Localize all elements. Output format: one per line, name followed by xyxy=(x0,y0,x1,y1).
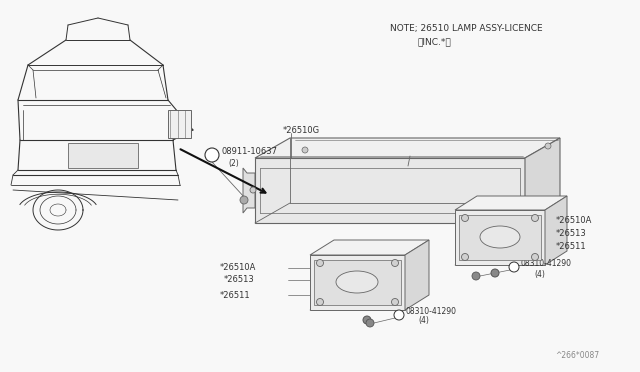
Circle shape xyxy=(205,148,219,162)
Polygon shape xyxy=(525,138,560,223)
Text: (4): (4) xyxy=(534,269,545,279)
Text: (4): (4) xyxy=(418,317,429,326)
Text: S: S xyxy=(397,312,401,317)
Circle shape xyxy=(302,147,308,153)
Text: *26511: *26511 xyxy=(220,291,251,299)
Text: N: N xyxy=(212,151,218,160)
Circle shape xyxy=(461,253,468,260)
Polygon shape xyxy=(455,210,545,265)
Text: (2): (2) xyxy=(228,158,239,167)
Text: *26513: *26513 xyxy=(556,228,587,237)
Polygon shape xyxy=(168,110,191,138)
Circle shape xyxy=(531,215,538,221)
Polygon shape xyxy=(314,260,401,305)
Circle shape xyxy=(366,319,374,327)
Circle shape xyxy=(491,269,499,277)
Text: （INC.*）: （INC.*） xyxy=(418,38,452,46)
Circle shape xyxy=(363,316,371,324)
Circle shape xyxy=(509,262,519,272)
Circle shape xyxy=(317,260,323,266)
Polygon shape xyxy=(255,138,560,158)
Polygon shape xyxy=(459,215,541,260)
Text: 08911-10637: 08911-10637 xyxy=(222,147,278,155)
Polygon shape xyxy=(545,196,567,265)
Polygon shape xyxy=(405,240,429,310)
Text: *26510A: *26510A xyxy=(556,215,593,224)
Text: *26510G: *26510G xyxy=(283,125,320,135)
Ellipse shape xyxy=(336,271,378,293)
Circle shape xyxy=(392,260,399,266)
Text: *26511: *26511 xyxy=(556,241,587,250)
Ellipse shape xyxy=(480,226,520,248)
Text: ^266*0087: ^266*0087 xyxy=(555,352,599,360)
Polygon shape xyxy=(243,168,255,213)
Circle shape xyxy=(472,272,480,280)
Circle shape xyxy=(531,253,538,260)
Text: 08310-41290: 08310-41290 xyxy=(406,307,457,315)
Text: NOTE; 26510 LAMP ASSY-LICENCE: NOTE; 26510 LAMP ASSY-LICENCE xyxy=(390,23,543,32)
Text: 08310-41290: 08310-41290 xyxy=(521,259,572,267)
Text: *26510A: *26510A xyxy=(220,263,257,273)
Circle shape xyxy=(461,215,468,221)
Polygon shape xyxy=(310,255,405,310)
Circle shape xyxy=(317,298,323,305)
Polygon shape xyxy=(310,240,429,255)
Circle shape xyxy=(392,298,399,305)
Circle shape xyxy=(394,310,404,320)
Text: S: S xyxy=(512,264,516,269)
Circle shape xyxy=(240,196,248,204)
Circle shape xyxy=(545,143,551,149)
Polygon shape xyxy=(255,158,525,223)
Polygon shape xyxy=(68,143,138,168)
Polygon shape xyxy=(455,196,567,210)
Circle shape xyxy=(250,187,256,193)
Text: *26513: *26513 xyxy=(224,276,255,285)
